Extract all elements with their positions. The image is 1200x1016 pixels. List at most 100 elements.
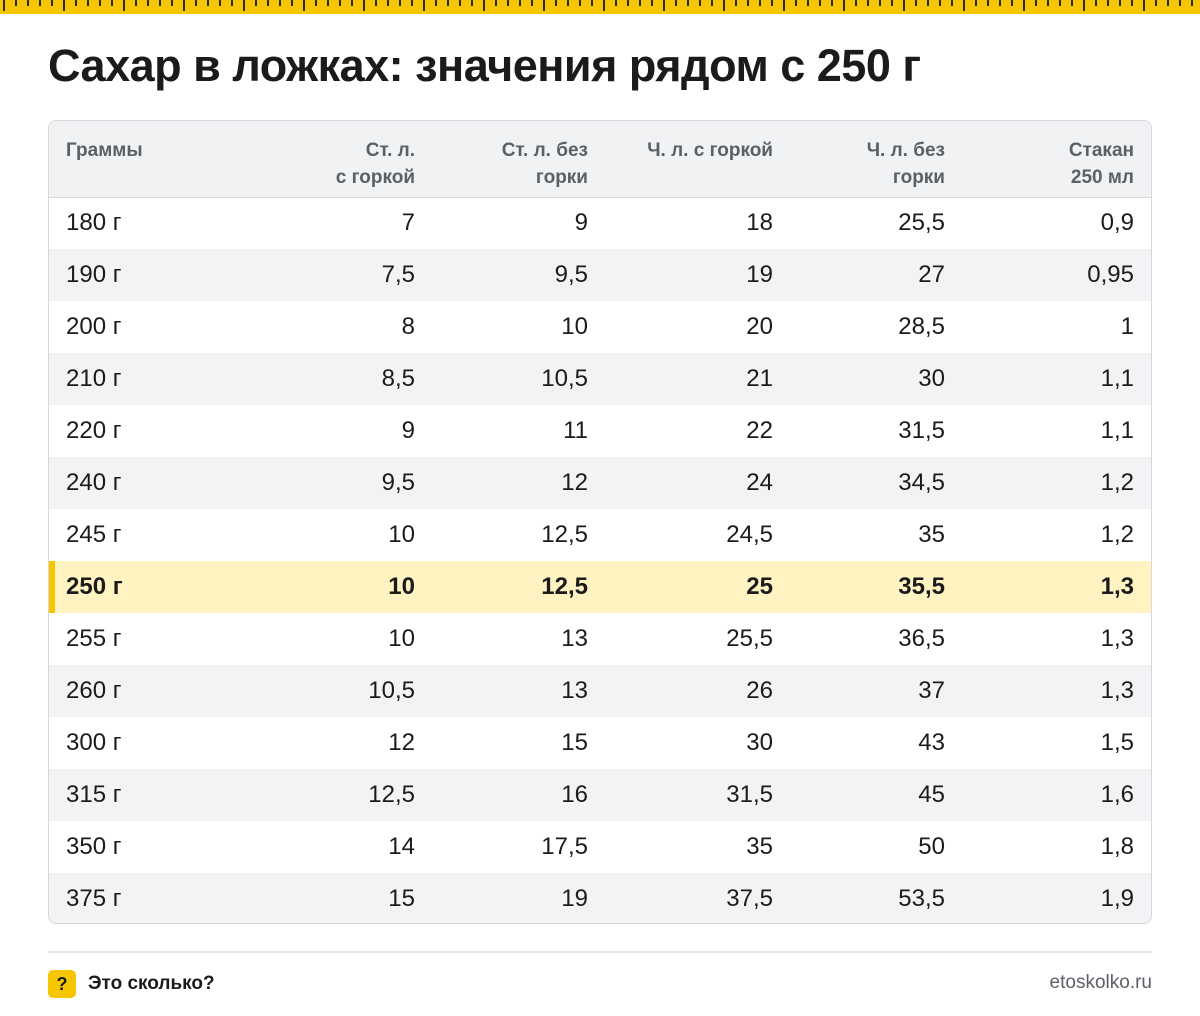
value-cell: 36,5 xyxy=(898,625,945,652)
value-cell: 8 xyxy=(401,313,415,340)
value-cell: 30 xyxy=(746,729,773,756)
value-cell: 35 xyxy=(746,833,773,860)
grams-cell: 375 г xyxy=(66,885,122,912)
brand: ? Это сколько? xyxy=(48,970,215,998)
column-header-line: Ч. л. с горкой xyxy=(647,140,773,161)
value-cell: 37 xyxy=(918,677,945,704)
value-cell: 9 xyxy=(574,209,588,237)
header-row: Граммы Ст. л. с горкой Ст. л. без горки Ч. л.… xyxy=(49,121,1151,198)
value-cell: 10 xyxy=(388,521,415,548)
brand-name: Это сколько? xyxy=(88,973,215,994)
value-cell: 1,8 xyxy=(1100,833,1134,860)
column-header-line: Граммы xyxy=(66,140,143,161)
footer-divider xyxy=(48,951,1152,953)
column-header: Стакан 250 мл xyxy=(945,121,1151,198)
value-cell: 7 xyxy=(401,209,415,237)
value-cell: 10,5 xyxy=(541,365,588,392)
grams-cell: 250 г xyxy=(49,561,229,613)
table-row: 350 г 14 17,5 35 50 1,8 xyxy=(49,821,1151,873)
value-cell: 12,5 xyxy=(368,781,415,808)
value-cell: 53,5 xyxy=(898,885,945,912)
grams-cell: 200 г xyxy=(66,313,122,340)
value-cell: 19 xyxy=(746,261,773,288)
value-cell: 10 xyxy=(561,313,588,340)
value-cell: 9,5 xyxy=(554,261,588,288)
value-cell: 0,9 xyxy=(1100,209,1134,237)
table-row: 300 г 12 15 30 43 1,5 xyxy=(49,717,1151,769)
value-cell: 1,9 xyxy=(1100,885,1134,912)
value-cell: 1,2 xyxy=(1100,521,1134,548)
grams-cell: 245 г xyxy=(66,521,122,548)
table-row-highlighted: 250 г 10 12,5 25 35,5 1,3 xyxy=(49,561,1151,613)
value-cell: 13 xyxy=(561,625,588,652)
value-cell: 22 xyxy=(746,417,773,444)
conversion-table: Граммы Ст. л. с горкой Ст. л. без горки Ч. л.… xyxy=(49,121,1151,923)
value-cell: 1,2 xyxy=(1100,469,1134,496)
grams-cell: 190 г xyxy=(66,261,122,288)
value-cell: 25,5 xyxy=(898,209,945,237)
value-cell: 15 xyxy=(388,885,415,912)
table-body: 180 г 7 9 18 25,5 0,9 190 г 7,5 9,5 19 27 0,95 200 г… xyxy=(49,197,1151,923)
value-cell: 10 xyxy=(388,573,415,600)
value-cell: 34,5 xyxy=(898,469,945,496)
table-row: 190 г 7,5 9,5 19 27 0,95 xyxy=(49,249,1151,301)
value-cell: 1,1 xyxy=(1100,417,1134,444)
table-row: 245 г 10 12,5 24,5 35 1,2 xyxy=(49,509,1151,561)
value-cell: 24,5 xyxy=(726,521,773,548)
table-row: 200 г 8 10 20 28,5 1 xyxy=(49,301,1151,353)
value-cell: 8,5 xyxy=(381,365,415,392)
value-cell: 13 xyxy=(561,677,588,704)
value-cell: 18 xyxy=(746,209,773,237)
value-cell: 1,6 xyxy=(1100,781,1134,808)
column-header-line: Ст. л. без xyxy=(501,140,588,161)
value-cell: 1,3 xyxy=(1100,625,1134,652)
table-row: 180 г 7 9 18 25,5 0,9 xyxy=(49,197,1151,249)
value-cell: 27 xyxy=(918,261,945,288)
column-header-line: с горкой xyxy=(335,167,415,188)
value-cell: 16 xyxy=(561,781,588,808)
value-cell: 0,95 xyxy=(1087,261,1134,288)
value-cell: 20 xyxy=(746,313,773,340)
value-cell: 9,5 xyxy=(381,469,415,496)
column-header-line: Ч. л. без xyxy=(866,140,945,161)
value-cell: 50 xyxy=(918,833,945,860)
value-cell: 1,1 xyxy=(1100,365,1134,392)
column-header-line: Ст. л. xyxy=(365,140,415,161)
value-cell: 19 xyxy=(561,885,588,912)
value-cell: 12,5 xyxy=(541,521,588,548)
value-cell: 31,5 xyxy=(726,781,773,808)
value-cell: 35,5 xyxy=(898,573,945,600)
column-header: Ч. л. без горки xyxy=(773,121,945,198)
table-row: 260 г 10,5 13 26 37 1,3 xyxy=(49,665,1151,717)
column-header: Ст. л. без горки xyxy=(415,121,588,198)
value-cell: 26 xyxy=(746,677,773,704)
value-cell: 12,5 xyxy=(541,573,588,600)
value-cell: 37,5 xyxy=(726,885,773,912)
value-cell: 21 xyxy=(746,365,773,392)
value-cell: 31,5 xyxy=(898,417,945,444)
value-cell: 17,5 xyxy=(541,833,588,860)
value-cell: 15 xyxy=(561,729,588,756)
column-header: Граммы xyxy=(49,121,229,198)
grams-cell: 350 г xyxy=(66,833,122,860)
table-row: 240 г 9,5 12 24 34,5 1,2 xyxy=(49,457,1151,509)
column-header: Ст. л. с горкой xyxy=(229,121,415,198)
table-row: 210 г 8,5 10,5 21 30 1,1 xyxy=(49,353,1151,405)
grams-cell: 220 г xyxy=(66,417,122,444)
value-cell: 12 xyxy=(388,729,415,756)
table-row: 220 г 9 11 22 31,5 1,1 xyxy=(49,405,1151,457)
value-cell: 24 xyxy=(746,469,773,496)
grams-cell: 315 г xyxy=(66,781,122,808)
value-cell: 1 xyxy=(1120,313,1134,340)
value-cell: 12 xyxy=(561,469,588,496)
table-header: Граммы Ст. л. с горкой Ст. л. без горки Ч. л.… xyxy=(49,121,1151,198)
column-header-line: горки xyxy=(535,167,588,188)
value-cell: 1,3 xyxy=(1100,573,1134,600)
question-mark-icon: ? xyxy=(48,970,76,998)
value-cell: 30 xyxy=(918,365,945,392)
column-header-line: горки xyxy=(892,167,945,188)
value-cell: 25 xyxy=(746,573,773,600)
grams-cell: 180 г xyxy=(66,209,122,237)
ruler-decoration xyxy=(0,0,1200,14)
column-header-line: Стакан xyxy=(1068,140,1134,161)
